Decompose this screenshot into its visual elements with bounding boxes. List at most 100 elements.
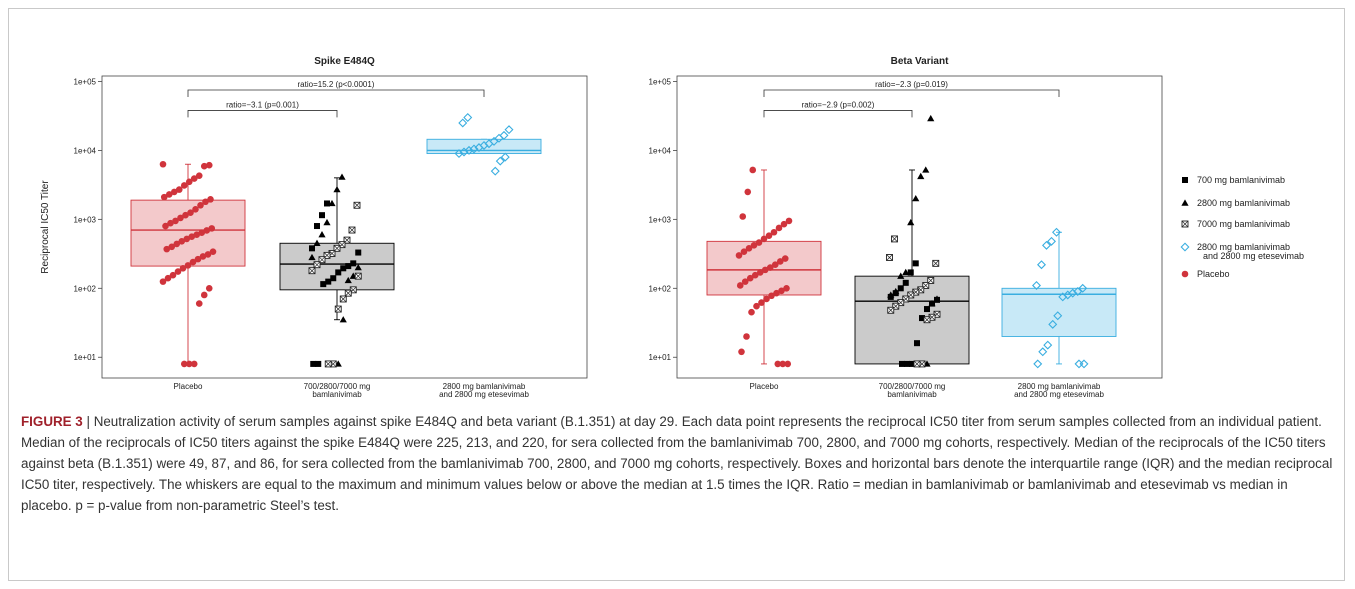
data-point	[207, 196, 214, 203]
data-point	[779, 360, 787, 368]
data-point	[193, 231, 201, 238]
data-point	[454, 149, 464, 159]
data-point	[459, 147, 469, 157]
data-point	[914, 340, 920, 347]
data-point	[912, 260, 919, 267]
data-point	[899, 360, 905, 367]
data-point-cross	[886, 254, 893, 261]
data-point	[1068, 288, 1078, 298]
data-point	[892, 287, 900, 295]
data-point	[159, 278, 167, 285]
plot-area	[101, 75, 588, 379]
data-point	[183, 235, 191, 243]
data-point	[315, 360, 322, 367]
data-point-cross	[348, 226, 356, 234]
data-point	[185, 178, 193, 186]
data-point	[177, 214, 184, 222]
x-tick-label: 2800 mg bamlanivimab	[443, 382, 526, 391]
x-tick-label: 2800 mg bamlanivimab	[1018, 382, 1101, 391]
legend-label: 2800 mg bamlanivimab	[1197, 198, 1290, 208]
data-point-cross	[932, 260, 939, 267]
data-point	[313, 239, 321, 246]
data-point	[902, 268, 910, 276]
data-point	[776, 258, 784, 265]
data-point	[919, 315, 925, 322]
x-tick-label: 700/2800/7000 mg	[879, 382, 946, 391]
legend-marker	[1182, 177, 1188, 183]
data-point	[1038, 347, 1048, 357]
data-point	[203, 227, 211, 234]
data-point	[345, 263, 352, 270]
legend-marker-cross	[1181, 220, 1189, 228]
data-point	[741, 278, 749, 285]
data-point	[354, 263, 362, 271]
y-tick-label: 1e+03	[649, 215, 672, 224]
data-point	[907, 218, 915, 226]
data-point	[318, 231, 326, 238]
data-point	[740, 248, 748, 255]
data-point	[1078, 283, 1088, 293]
data-point	[169, 271, 177, 279]
data-point	[340, 265, 347, 272]
data-point	[738, 348, 745, 356]
figure-frame	[8, 8, 1345, 581]
y-tick-label: 1e+02	[74, 284, 97, 293]
data-point	[185, 360, 193, 368]
data-point	[1048, 319, 1058, 329]
data-point	[1043, 340, 1053, 350]
y-tick-label: 1e+05	[649, 77, 672, 86]
x-tick-label: bamlanivimab	[312, 390, 362, 399]
data-point	[917, 172, 925, 180]
data-point	[924, 306, 930, 313]
data-point	[180, 182, 188, 189]
data-point	[1063, 290, 1073, 300]
data-point	[479, 140, 489, 150]
data-point	[184, 262, 192, 269]
legend-label: Placebo	[1197, 269, 1230, 279]
data-point	[192, 205, 199, 213]
data-point	[749, 166, 757, 174]
data-point	[773, 289, 780, 297]
data-point	[784, 360, 792, 368]
y-tick-label: 1e+03	[74, 215, 97, 224]
data-point	[197, 201, 204, 209]
data-point	[323, 218, 331, 226]
data-point	[927, 114, 935, 122]
y-tick-label: 1e+01	[649, 353, 672, 362]
data-point	[190, 360, 198, 368]
caption-separator: |	[82, 414, 94, 429]
data-point-cross	[325, 360, 332, 368]
data-point	[324, 200, 330, 207]
comparison-bracket	[763, 89, 1060, 97]
data-point	[205, 161, 213, 169]
chart-title: Beta Variant	[891, 56, 949, 67]
data-point	[1032, 280, 1041, 290]
data-point	[209, 248, 217, 255]
data-point	[350, 260, 357, 267]
data-point	[200, 162, 208, 170]
data-point	[771, 261, 779, 268]
comparison-bracket	[187, 89, 485, 97]
data-point-cross	[353, 202, 361, 209]
data-point	[902, 279, 909, 286]
data-point	[495, 156, 505, 166]
data-point	[1033, 359, 1043, 369]
y-tick-label: 1e+01	[74, 353, 97, 362]
data-point	[768, 292, 775, 300]
figure-charts: Spike E484Q Reciprocal IC50 Titer 1e+01 1e+…	[40, 56, 1304, 399]
data-point	[208, 225, 216, 232]
data-point	[1079, 359, 1089, 369]
caption-label: FIGURE 3	[21, 414, 83, 429]
legend: 700 mg bamlanivimab 2800 mg bamlanivimab 7…	[1180, 175, 1304, 279]
data-point	[463, 113, 473, 123]
legend-marker	[1181, 199, 1189, 206]
data-point	[785, 217, 793, 225]
data-point	[778, 287, 785, 295]
data-point	[499, 130, 509, 140]
data-point	[775, 224, 783, 232]
data-point	[355, 249, 362, 256]
data-point	[175, 186, 183, 193]
data-point	[761, 266, 769, 274]
legend-label: 700 mg bamlanivimab	[1197, 175, 1285, 185]
data-point	[766, 264, 774, 271]
